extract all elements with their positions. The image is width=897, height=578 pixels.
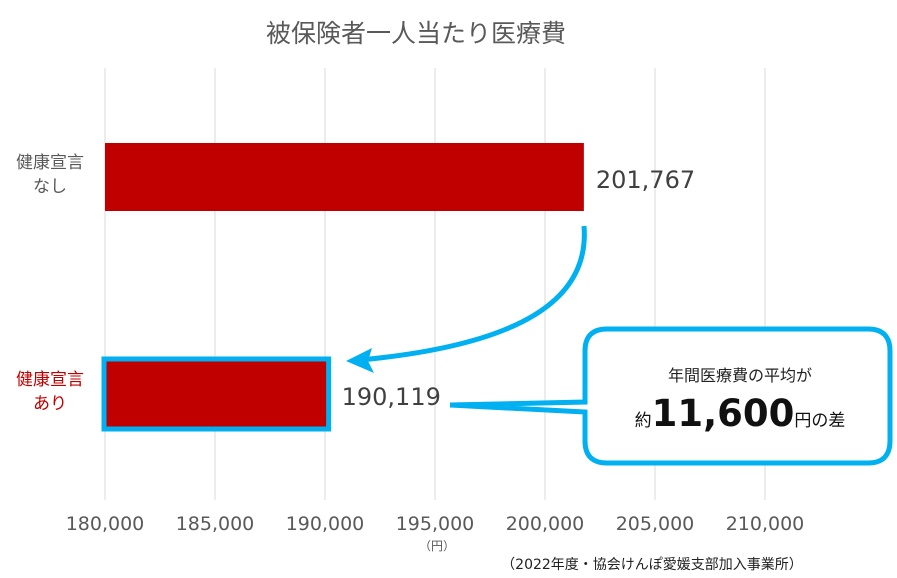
- x-tick-label: 195,000: [396, 513, 475, 535]
- x-tick-label: 210,000: [726, 513, 805, 535]
- chart-title: 被保険者一人当たり医療費: [266, 19, 566, 48]
- x-unit-label: （円）: [419, 539, 455, 553]
- callout-line2: 約11,600円の差: [635, 392, 846, 435]
- x-tick-label: 205,000: [616, 513, 695, 535]
- callout-box: [449, 326, 893, 466]
- callout-line1: 年間医療費の平均が: [668, 366, 812, 385]
- category-label: あり: [33, 394, 67, 414]
- arrow-head-icon: [346, 348, 374, 373]
- x-tick-label: 180,000: [66, 513, 145, 535]
- callout-prefix: 約: [635, 411, 652, 431]
- x-tick-label: 200,000: [506, 513, 585, 535]
- category-label: 健康宣言: [16, 153, 84, 173]
- difference-arrow: [359, 225, 587, 363]
- x-tick-label: 185,000: [176, 513, 255, 535]
- data-label: 201,767: [596, 166, 695, 194]
- callout-suffix: 円の差: [794, 411, 845, 431]
- category-label: なし: [33, 177, 67, 197]
- callout-amount: 11,600: [652, 392, 795, 435]
- category-label: 健康宣言: [16, 370, 84, 390]
- x-tick-label: 190,000: [286, 513, 365, 535]
- bar-with-declaration: [105, 360, 328, 428]
- bar-highlight: [101, 356, 332, 432]
- data-label: 190,119: [342, 383, 441, 411]
- source-note: （2022年度・協会けんぽ愛媛支部加入事業所）: [501, 557, 803, 573]
- bar-no-declaration: [105, 143, 584, 211]
